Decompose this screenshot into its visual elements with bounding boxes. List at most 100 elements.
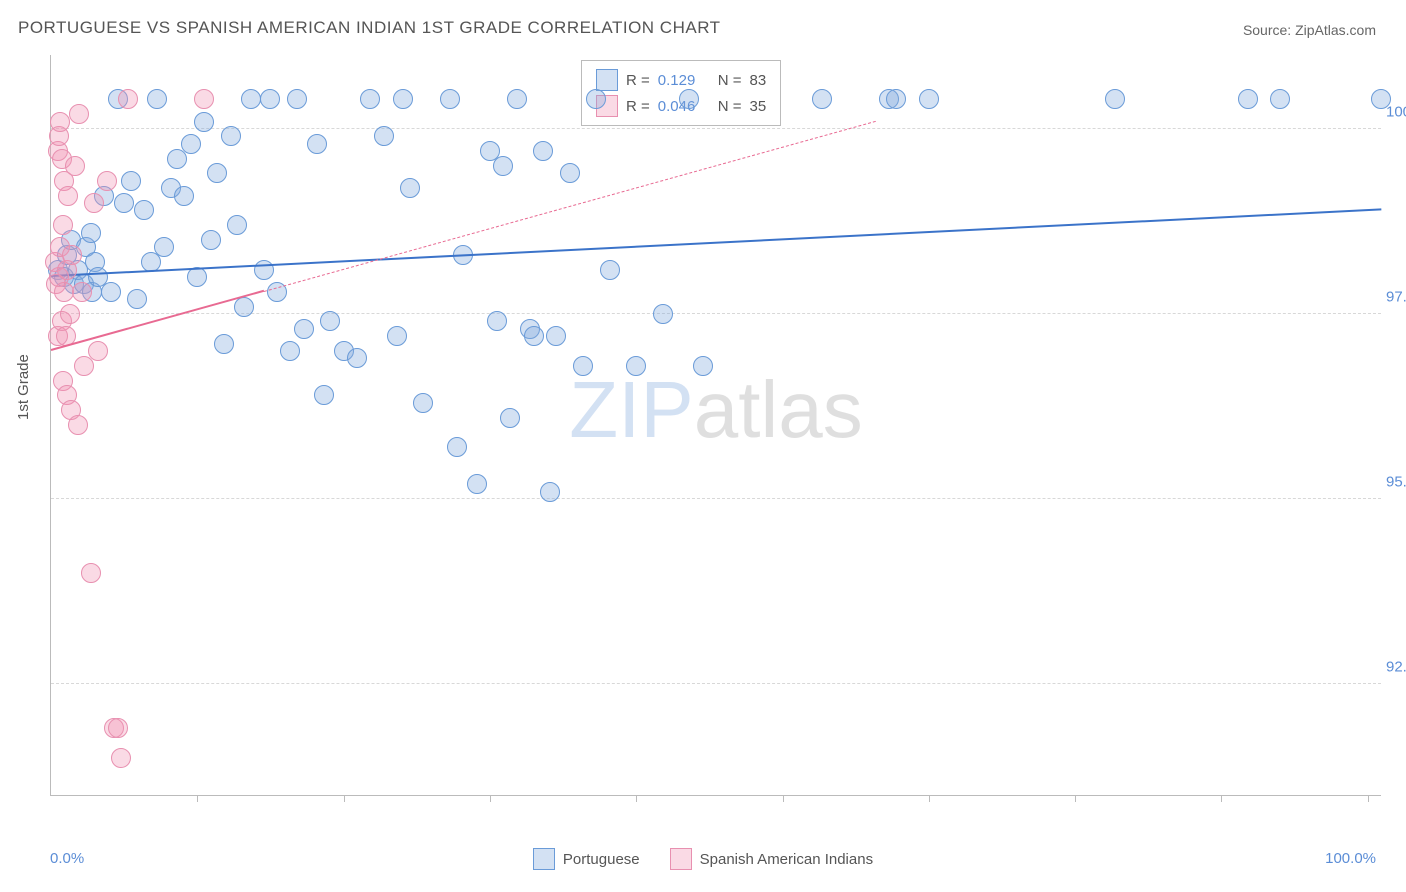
y-tick-label: 95.0% [1386, 474, 1406, 491]
legend-series-name: Portuguese [563, 851, 640, 868]
trend-line [51, 208, 1381, 277]
y-axis-title: 1st Grade [15, 354, 32, 420]
data-point [207, 163, 227, 183]
data-point [533, 141, 553, 161]
data-point [69, 104, 89, 124]
x-tick [1368, 795, 1369, 802]
data-point [84, 193, 104, 213]
data-point [254, 260, 274, 280]
data-point [280, 341, 300, 361]
data-point [320, 311, 340, 331]
x-tick [636, 795, 637, 802]
data-point [400, 178, 420, 198]
data-point [50, 112, 70, 132]
data-point [260, 89, 280, 109]
data-point [653, 304, 673, 324]
data-point [81, 563, 101, 583]
data-point [287, 89, 307, 109]
legend-swatch [670, 848, 692, 870]
watermark-atlas: atlas [694, 365, 863, 454]
legend-r-label: R = [626, 72, 650, 89]
data-point [507, 89, 527, 109]
legend-swatch [533, 848, 555, 870]
legend-row: R =0.129N =83 [596, 67, 766, 93]
data-point [447, 437, 467, 457]
data-point [560, 163, 580, 183]
data-point [1238, 89, 1258, 109]
data-point [500, 408, 520, 428]
data-point [194, 89, 214, 109]
data-point [360, 89, 380, 109]
data-point [65, 156, 85, 176]
data-point [626, 356, 646, 376]
y-tick-label: 92.5% [1386, 659, 1406, 676]
data-point [294, 319, 314, 339]
data-point [88, 341, 108, 361]
data-point [174, 186, 194, 206]
data-point [201, 230, 221, 250]
data-point [147, 89, 167, 109]
data-point [53, 215, 73, 235]
plot-area: ZIPatlas R =0.129N =83R =0.046N =35 92.5… [50, 55, 1381, 796]
legend-n-label: N = [718, 98, 742, 115]
legend-r-value: 0.129 [658, 72, 710, 89]
data-point [234, 297, 254, 317]
legend-r-label: R = [626, 98, 650, 115]
data-point [467, 474, 487, 494]
legend-item: Spanish American Indians [670, 848, 873, 870]
data-point [114, 193, 134, 213]
gridline [51, 498, 1381, 499]
data-point [58, 186, 78, 206]
x-tick [197, 795, 198, 802]
data-point [121, 171, 141, 191]
x-tick [344, 795, 345, 802]
legend-n-value: 35 [750, 98, 767, 115]
x-tick [783, 795, 784, 802]
watermark: ZIPatlas [569, 364, 862, 456]
data-point [134, 200, 154, 220]
data-point [307, 134, 327, 154]
data-point [60, 304, 80, 324]
data-point [540, 482, 560, 502]
data-point [1270, 89, 1290, 109]
legend-item: Portuguese [533, 848, 640, 870]
data-point [72, 282, 92, 302]
data-point [241, 89, 261, 109]
data-point [154, 237, 174, 257]
y-tick-label: 97.5% [1386, 289, 1406, 306]
data-point [194, 112, 214, 132]
data-point [62, 245, 82, 265]
data-point [214, 334, 234, 354]
x-tick [929, 795, 930, 802]
data-point [493, 156, 513, 176]
data-point [546, 326, 566, 346]
data-point [81, 223, 101, 243]
data-point [1105, 89, 1125, 109]
gridline [51, 128, 1381, 129]
legend-swatch [596, 69, 618, 91]
data-point [487, 311, 507, 331]
data-point [221, 126, 241, 146]
data-point [440, 89, 460, 109]
x-tick [490, 795, 491, 802]
legend-series-name: Spanish American Indians [700, 851, 873, 868]
chart-title: PORTUGUESE VS SPANISH AMERICAN INDIAN 1S… [18, 18, 721, 38]
data-point [387, 326, 407, 346]
data-point [413, 393, 433, 413]
data-point [68, 415, 88, 435]
series-legend: Portuguese Spanish American Indians [0, 848, 1406, 870]
trend-line [264, 121, 876, 292]
x-tick [1221, 795, 1222, 802]
gridline [51, 683, 1381, 684]
legend-n-label: N = [718, 72, 742, 89]
data-point [573, 356, 593, 376]
data-point [524, 326, 544, 346]
data-point [127, 289, 147, 309]
source-label: Source: ZipAtlas.com [1243, 22, 1376, 38]
data-point [374, 126, 394, 146]
data-point [919, 89, 939, 109]
data-point [97, 171, 117, 191]
data-point [111, 748, 131, 768]
data-point [586, 89, 606, 109]
data-point [108, 718, 128, 738]
